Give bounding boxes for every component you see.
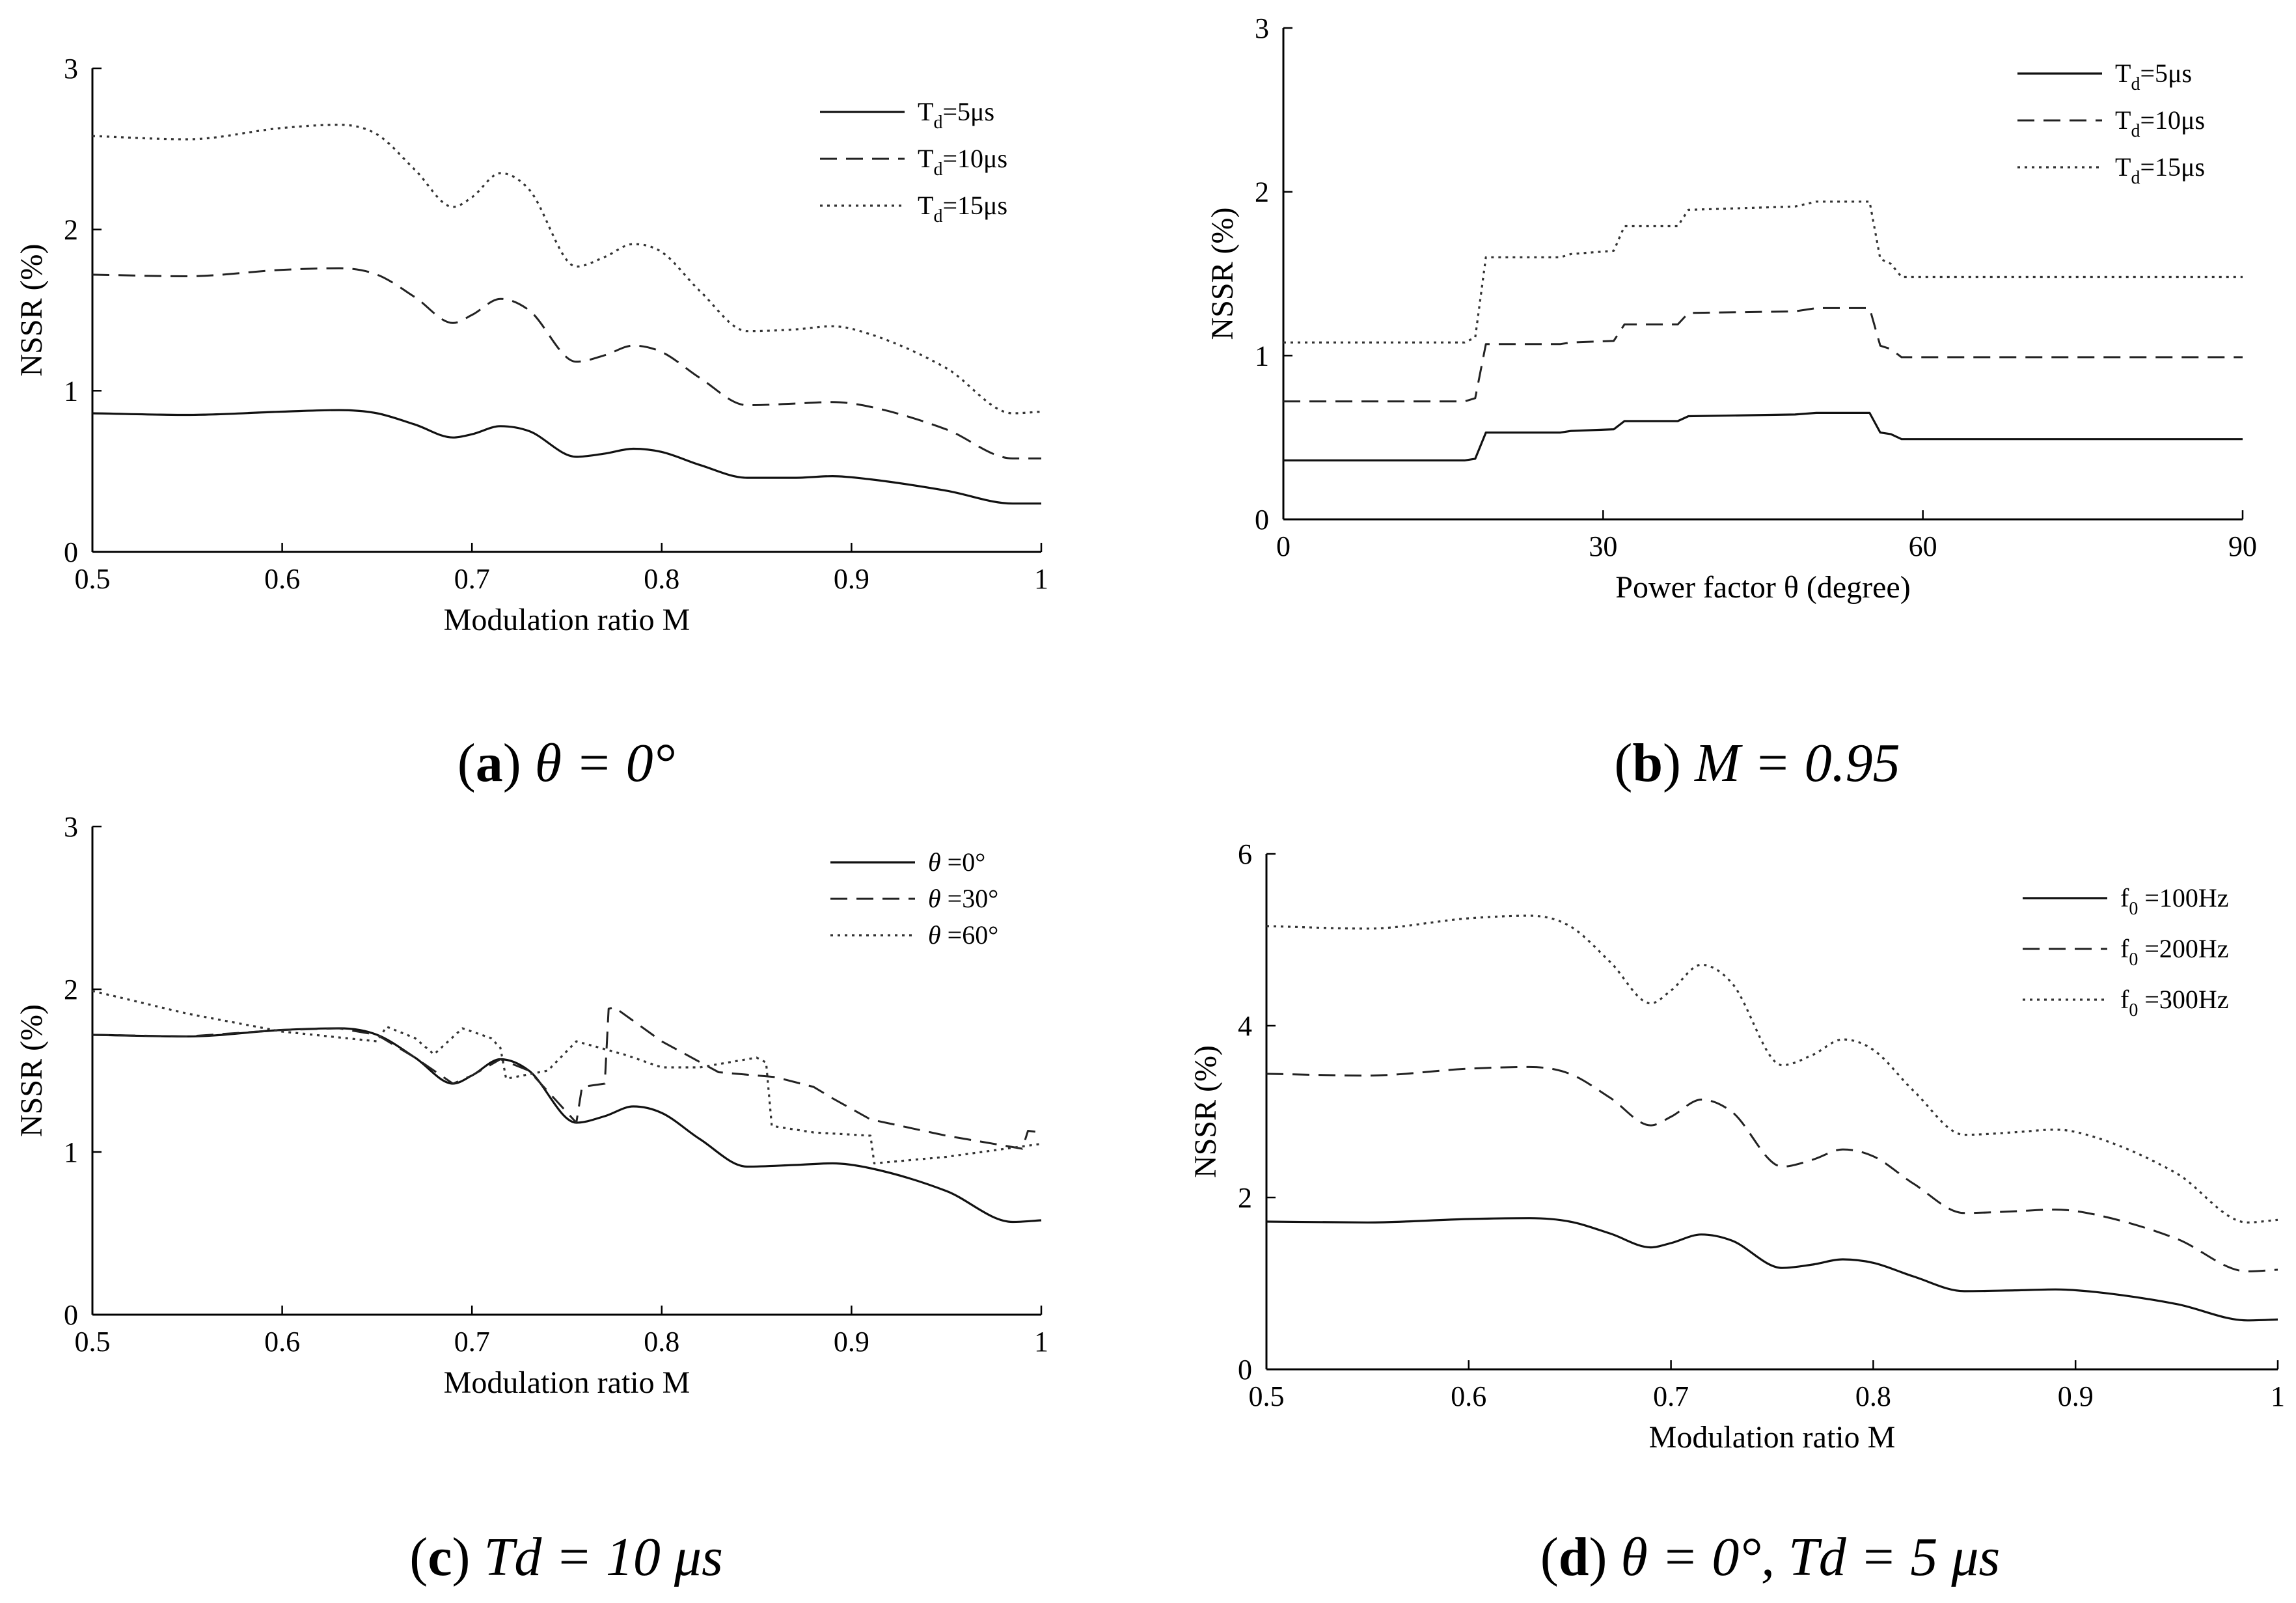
x-tick-label: 0.8 bbox=[644, 563, 679, 595]
y-tick-label: 2 bbox=[1255, 176, 1269, 208]
legend-label-3: f0 =300Hz bbox=[2120, 985, 2229, 1021]
y-tick-label: 2 bbox=[64, 974, 78, 1006]
x-tick-label: 0.5 bbox=[75, 563, 111, 595]
x-tick-label: 0.9 bbox=[834, 1326, 869, 1358]
x-tick-label: 0.6 bbox=[264, 563, 300, 595]
y-axis-label: NSSR (%) bbox=[14, 1004, 49, 1137]
y-tick-label: 1 bbox=[64, 1136, 78, 1168]
x-tick-label: 0.7 bbox=[454, 1326, 490, 1358]
y-tick-label: 3 bbox=[64, 53, 78, 85]
x-axis-label: Modulation ratio M bbox=[1649, 1420, 1896, 1455]
y-tick-label: 0 bbox=[1238, 1354, 1252, 1386]
caption-b: (b) M = 0.95 bbox=[1614, 733, 1900, 793]
y-tick-label: 4 bbox=[1238, 1010, 1252, 1042]
series-line-1 bbox=[92, 1027, 1042, 1224]
x-tick-label: 1 bbox=[1034, 563, 1048, 595]
x-tick-label: 1 bbox=[2271, 1380, 2285, 1412]
x-tick-label: 0.5 bbox=[1249, 1380, 1285, 1412]
series-line-2 bbox=[92, 1006, 1042, 1150]
y-tick-label: 3 bbox=[1255, 12, 1269, 44]
x-axis-label: Modulation ratio M bbox=[444, 603, 690, 637]
x-tick-label: 1 bbox=[1034, 1326, 1048, 1358]
series-line-3 bbox=[92, 989, 1042, 1165]
legend-label-2: f0 =200Hz bbox=[2120, 934, 2229, 970]
x-tick-label: 0.6 bbox=[1451, 1380, 1486, 1412]
y-tick-label: 0 bbox=[64, 1299, 78, 1331]
legend: Td=5μs Td=10μs Td=15μs bbox=[820, 97, 1007, 226]
caption-c: (c) Td = 10 μs bbox=[409, 1527, 723, 1587]
x-axis-label: Modulation ratio M bbox=[444, 1365, 690, 1400]
y-tick-label: 6 bbox=[1238, 838, 1252, 870]
legend-label-1: θ =0° bbox=[928, 847, 985, 877]
y-tick-label: 0 bbox=[1255, 504, 1269, 536]
legend-label-1: f0 =100Hz bbox=[2120, 883, 2229, 919]
legend-label-1: Td=5μs bbox=[918, 97, 994, 133]
series-line-1 bbox=[1266, 1217, 2278, 1322]
caption-a: (a) θ = 0° bbox=[458, 733, 676, 793]
x-tick-label: 0.7 bbox=[454, 563, 490, 595]
chart-panel-d: 0.5 0.6 0.7 0.8 0.9 1 0 2 4 6 Modulation ratio M NS… bbox=[1188, 838, 2285, 1455]
legend: Td=5μs Td=10μs Td=15μs bbox=[2017, 59, 2205, 188]
legend-label-3: θ =60° bbox=[928, 920, 998, 950]
y-axis-label: NSSR (%) bbox=[14, 243, 49, 376]
y-axis-label: NSSR (%) bbox=[1205, 207, 1240, 340]
legend: f0 =100Hz f0 =200Hz f0 =300Hz bbox=[2023, 883, 2229, 1021]
series-line-2 bbox=[92, 267, 1041, 459]
y-axis-label: NSSR (%) bbox=[1188, 1045, 1223, 1178]
x-tick-label: 0.7 bbox=[1653, 1380, 1689, 1412]
series-line-1 bbox=[92, 409, 1041, 505]
y-tick-label: 2 bbox=[1238, 1182, 1252, 1214]
chart-panel-c: 0.5 0.6 0.7 0.8 0.9 1 0 1 2 3 Modulation ratio M NS… bbox=[14, 811, 1048, 1400]
legend-label-3: Td=15μs bbox=[2115, 152, 2205, 188]
x-tick-label: 0.9 bbox=[2058, 1380, 2094, 1412]
y-tick-label: 3 bbox=[64, 811, 78, 843]
legend-label-3: Td=15μs bbox=[918, 191, 1007, 226]
legend-label-2: θ =30° bbox=[928, 884, 998, 913]
x-tick-label: 0.6 bbox=[264, 1326, 300, 1358]
legend-label-1: Td=5μs bbox=[2115, 59, 2192, 94]
x-axis-label: Power factor θ (degree) bbox=[1615, 570, 1910, 605]
chart-panel-b: 0 30 60 90 0 1 2 3 Power factor θ (degree) NSSR (… bbox=[1205, 12, 2257, 605]
y-tick-label: 2 bbox=[64, 214, 78, 246]
series-line-2 bbox=[1283, 307, 2243, 403]
legend: θ =0° θ =30° θ =60° bbox=[830, 847, 998, 950]
x-tick-label: 60 bbox=[1909, 530, 1937, 562]
x-tick-label: 0.9 bbox=[834, 563, 869, 595]
chart-panel-a: 0.5 0.6 0.7 0.8 0.9 1 0 1 2 3 Modulation ratio M NS… bbox=[14, 53, 1048, 637]
y-tick-label: 1 bbox=[64, 375, 78, 407]
legend-label-2: Td=10μs bbox=[2115, 105, 2205, 141]
series-line-1 bbox=[1283, 411, 2243, 461]
series-line-2 bbox=[1266, 1065, 2278, 1272]
x-tick-label: 0 bbox=[1276, 530, 1291, 562]
y-tick-label: 0 bbox=[64, 536, 78, 568]
y-tick-label: 1 bbox=[1255, 340, 1269, 372]
caption-d: (d) θ = 0°, Td = 5 μs bbox=[1540, 1527, 2000, 1587]
x-tick-label: 0.5 bbox=[75, 1326, 111, 1358]
x-tick-label: 0.8 bbox=[1855, 1380, 1891, 1412]
x-tick-label: 0.8 bbox=[644, 1326, 679, 1358]
x-tick-label: 90 bbox=[2228, 530, 2257, 562]
series-line-3 bbox=[1283, 200, 2243, 344]
series-line-3 bbox=[92, 124, 1042, 415]
x-tick-label: 30 bbox=[1589, 530, 1617, 562]
legend-label-2: Td=10μs bbox=[918, 144, 1007, 180]
